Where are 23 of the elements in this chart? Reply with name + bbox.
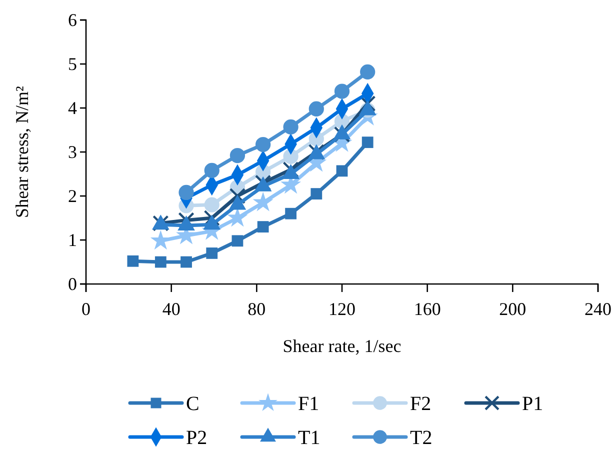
legend-label: F1 [298, 393, 320, 415]
legend-label: F2 [410, 393, 432, 415]
legend-label: T2 [410, 427, 432, 449]
y-tick-label: 6 [68, 10, 77, 30]
y-tick-label: 5 [68, 54, 77, 74]
x-axis-title: Shear rate, 1/sec [282, 336, 402, 356]
x-tick-label: 0 [82, 298, 90, 319]
x-tick-label: 200 [499, 298, 526, 319]
x-tick-label: 160 [414, 298, 441, 319]
y-tick-label: 1 [68, 230, 77, 250]
y-tick-label: 3 [68, 142, 77, 162]
x-tick-label: 80 [248, 298, 266, 319]
legend-label: P2 [186, 427, 208, 449]
legend-label: C [186, 393, 200, 415]
legend-label: T1 [298, 427, 320, 449]
x-tick-label: 240 [584, 298, 612, 319]
x-tick-label: 40 [162, 298, 180, 319]
y-tick-label: 0 [68, 274, 77, 294]
x-tick-label: 120 [328, 298, 356, 319]
legend-label: P1 [522, 393, 544, 415]
y-tick-label: 4 [68, 98, 77, 118]
y-axis-title: Shear stress, N/m² [12, 86, 32, 218]
y-tick-label: 2 [68, 186, 77, 206]
